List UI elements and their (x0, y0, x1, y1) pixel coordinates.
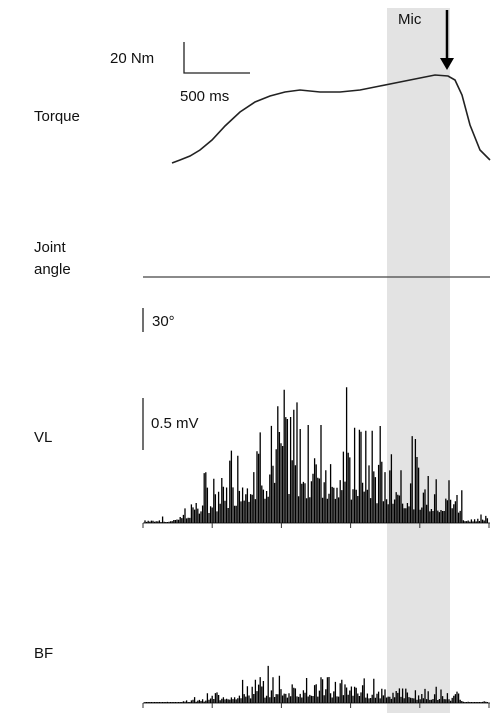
joint-label: Joint (34, 239, 67, 256)
arrow-head (440, 58, 454, 70)
torque-scale-bar (183, 42, 250, 74)
time-scale-label: 500 ms (180, 88, 229, 105)
emg-scale-label: 0.5 mV (151, 415, 199, 432)
bf-emg (144, 665, 489, 703)
bf-label: BF (34, 645, 53, 662)
vl-label: VL (34, 429, 52, 446)
emg-traces (142, 387, 490, 708)
torque-trace (171, 74, 491, 164)
torque-label: Torque (34, 108, 80, 125)
angle-label: angle (34, 261, 71, 278)
torque-scale-label: 20 Nm (110, 50, 154, 67)
angle-scale-label: 30° (152, 313, 175, 330)
mic-annotation: Mic (398, 11, 422, 28)
vl-emg (144, 387, 489, 523)
highlight-band (387, 8, 450, 713)
